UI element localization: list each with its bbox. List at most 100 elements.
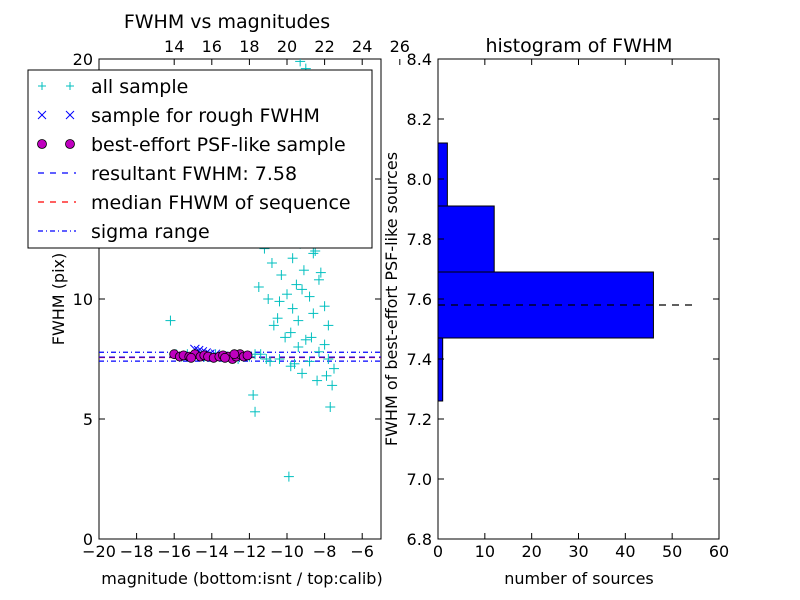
series-0-point-29 [282,289,292,300]
series-0-point-38 [298,265,309,276]
right-x-tick-label: 50 [662,542,682,561]
legend-marker-1-a [37,110,47,120]
series-0-point-20 [283,471,294,482]
left-x-tick-label: −8 [313,542,337,561]
series-0-point-52 [325,402,336,412]
series-0-point-79 [308,248,319,259]
left-x-tick-label: −14 [195,542,229,561]
series-0-point-21 [253,282,264,292]
right-x-tick-label: 0 [433,542,443,561]
right-x-tick-label: 20 [521,542,541,561]
series-0-point-0 [165,315,176,326]
series-0-point-19 [250,406,261,417]
right-y-tick-label: 7.0 [407,470,432,489]
left-top-tick-label: 24 [352,37,372,56]
right-y-tick-label: 8.2 [407,110,432,129]
right-y-tick-label: 8.0 [407,170,432,189]
left-x-axis-label: magnitude (bottom:isnt / top:calib) [101,569,382,588]
series-0-point-53 [327,380,338,391]
left-x-tick-label: −20 [82,542,116,561]
series-0-point-78 [297,284,308,295]
left-legend: all sample sample for rough FWHM best-ef… [27,69,373,249]
left-y-tick-label: 5 [83,410,93,429]
histogram-bar-0 [437,337,444,402]
series-0-point-56 [297,368,308,379]
series-0-point-75 [313,274,324,285]
left-axes: −20−18−16−14−12−10−8−6051015201416182022… [73,37,410,561]
series-2-point-16 [242,350,253,361]
legend-marker-2-a [37,139,47,149]
legend-marker-0-b [66,82,74,90]
left-x-tick-label: −6 [350,542,374,561]
series-0-point-59 [285,361,296,372]
left-top-tick-label: 16 [202,37,222,56]
series-2 [169,349,253,364]
series-0-point-72 [306,332,317,343]
series-0-point-32 [287,253,298,264]
left-chart: −20−18−16−14−12−10−8−6051015201416182022… [27,11,410,588]
legend-marker-1-b [65,110,75,120]
legend-label-psf-like: best-effort PSF-like sample [91,134,346,156]
right-chart-title: histogram of FWHM [485,35,672,57]
left-y-tick-label: 10 [73,290,93,309]
series-0-point-23 [263,294,274,304]
legend-label-sigma-range: sigma range [91,221,210,243]
series-0-point-61 [265,356,276,367]
series-0-point-39 [300,334,311,345]
right-x-tick-label: 30 [568,542,588,561]
series-0-point-60 [274,354,285,364]
left-y-axis-label: FWHM (pix) [49,253,68,346]
legend-label-rough-fwhm: sample for rough FWHM [91,105,320,127]
right-x-axis-label: number of sources [504,569,654,588]
series-0-point-24 [266,258,277,268]
series-0-point-16 [255,349,266,360]
series-0-point-26 [272,313,283,324]
left-top-tick-label: 22 [314,37,334,56]
right-plot-area [437,142,696,402]
left-x-tick-label: −10 [270,542,304,561]
left-top-tick-label: 14 [164,37,184,56]
series-0-point-34 [291,279,302,290]
series-2-point-17 [220,352,230,363]
series-0-point-77 [274,296,285,307]
right-y-tick-label: 7.8 [407,230,432,249]
left-top-tick-label: 26 [390,37,410,56]
series-0-point-63 [295,59,306,67]
legend-markers [37,82,76,232]
right-y-tick-label: 7.2 [407,410,432,429]
legend-marker-2-b [65,139,75,149]
right-y-tick-label: 7.6 [407,290,432,309]
series-0-point-73 [319,339,330,350]
series-0-point-35 [293,315,304,326]
series-0-point-46 [313,346,324,357]
right-y-axis-label: FWHM of best-effort PSF-like sources [382,152,401,446]
legend-label-resultant-fwhm: resultant FWHM: 7.58 [91,163,297,185]
series-0-point-50 [321,370,332,381]
left-top-tick-label: 20 [277,37,297,56]
right-x-tick-label: 10 [475,542,495,561]
series-0-point-31 [285,327,296,338]
series-0-point-41 [304,291,315,302]
series-0-point-76 [287,303,298,314]
series-0-point-74 [323,354,334,364]
histogram-bar-3 [437,142,448,207]
series-0-point-70 [268,320,279,331]
legend-box [27,69,373,249]
series-2-point-19 [186,352,197,363]
left-top-tick-label: 18 [239,37,259,56]
series-0-point-69 [280,332,291,343]
right-chart: 0 10 20 30 40 50 60 6.8 7.0 7.2 7.4 7.6 7.8 8.0 8.2 8.4… [382,35,729,588]
series-0-point-51 [323,320,334,331]
left-x-tick-label: −18 [120,542,154,561]
left-x-tick-label: −12 [233,542,267,561]
series-0-point-18 [248,390,259,400]
legend-marker-0-a [38,82,46,90]
right-y-tick-label: 7.4 [407,350,432,369]
right-x-tick-label: 60 [709,542,729,561]
series-0-point-57 [304,356,315,367]
right-axes: 0 10 20 30 40 50 60 6.8 7.0 7.2 7.4 7.6 7.8 8.0 8.2 8.4 [407,50,730,561]
series-0-point-71 [293,342,304,352]
series-0-point-58 [312,375,323,386]
right-y-tick-label: 8.4 [407,50,432,69]
